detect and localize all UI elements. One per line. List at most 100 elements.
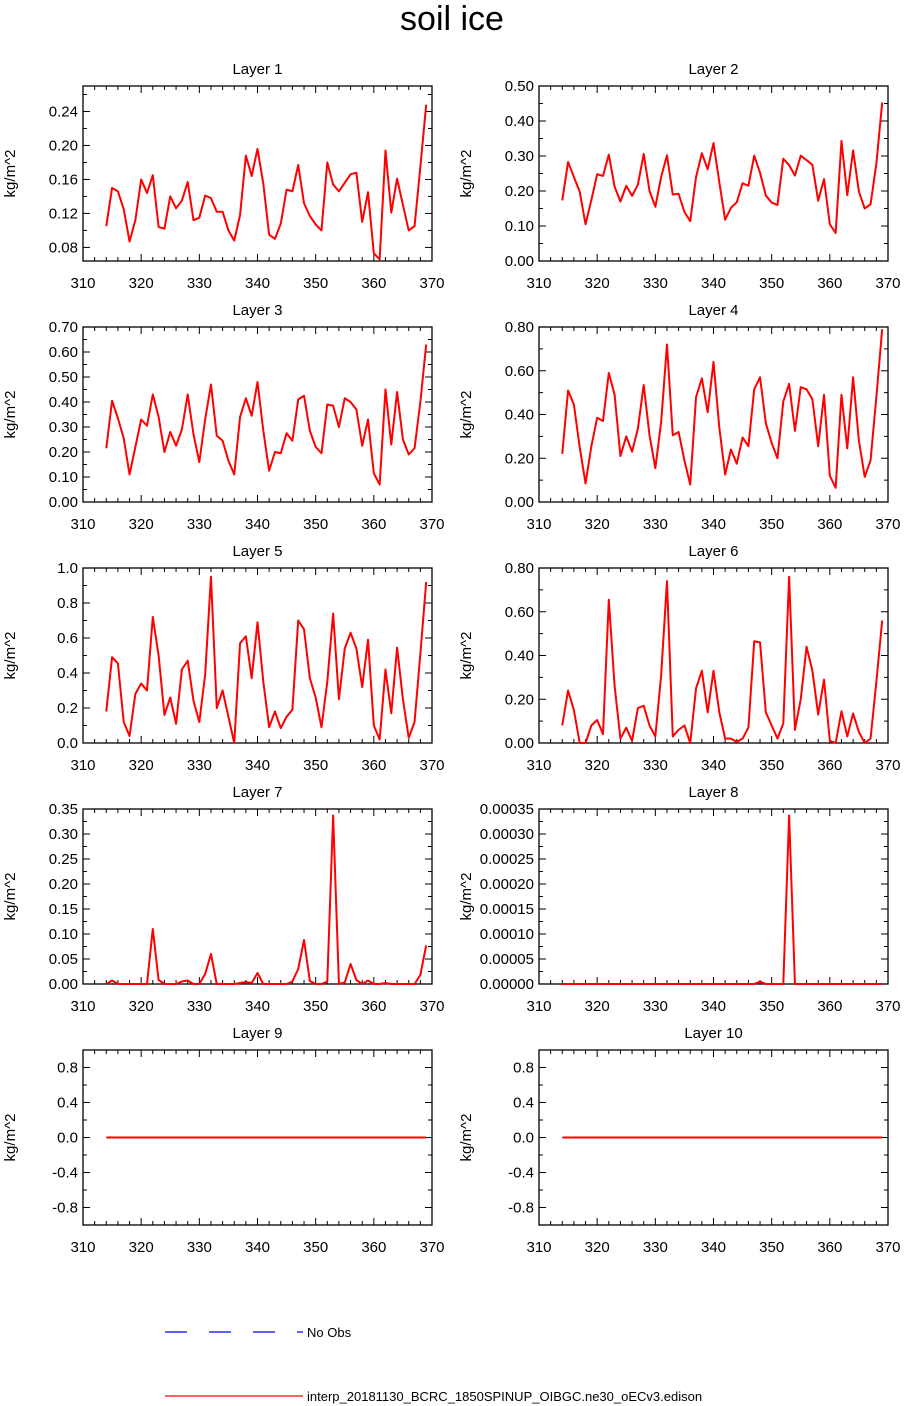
x-tick-label: 330 <box>187 275 212 292</box>
x-tick-label: 350 <box>759 998 784 1015</box>
y-axis-label: kg/m^2 <box>2 873 19 921</box>
plot-frame <box>82 567 433 744</box>
y-tick-label: 0.20 <box>505 450 534 467</box>
y-tick-label: 0.80 <box>505 560 534 577</box>
x-tick-label: 370 <box>875 1239 900 1256</box>
figure-title: soil ice <box>400 0 504 38</box>
x-tick-label: 310 <box>526 275 551 292</box>
panel-layer-1: Layer 1 310 320 330 340 350 360 370 0.08 0.12 0.16… <box>2 61 445 292</box>
y-tick-label: 0.20 <box>49 876 78 893</box>
panel-layer-9: Layer 9 310 320 330 340 350 360 370 -0.8 -0.4 0.0 0… <box>2 1025 445 1256</box>
x-tick-label: 350 <box>303 757 328 774</box>
x-tick-label: 360 <box>361 275 386 292</box>
y-axis-label: kg/m^2 <box>2 150 19 198</box>
x-tick-label: 320 <box>585 998 610 1015</box>
y-tick-label: -0.8 <box>52 1200 78 1217</box>
y-tick-label: 0.2 <box>57 700 78 717</box>
x-tick-label: 320 <box>129 516 154 533</box>
y-tick-label: 1.0 <box>57 560 78 577</box>
plot-frame <box>82 85 433 262</box>
x-tick-label: 340 <box>245 757 270 774</box>
y-tick-label: -0.8 <box>508 1200 534 1217</box>
x-tick-label: 360 <box>817 275 842 292</box>
x-tick-label: 330 <box>187 1239 212 1256</box>
x-tick-label: 350 <box>759 1239 784 1256</box>
panel-title: Layer 3 <box>232 302 282 319</box>
x-tick-label: 340 <box>701 998 726 1015</box>
y-tick-label: 0.00 <box>505 494 534 511</box>
x-tick-label: 350 <box>759 516 784 533</box>
y-tick-label: 0.20 <box>49 444 78 461</box>
x-tick-label: 360 <box>361 998 386 1015</box>
y-tick-label: 0.8 <box>57 1060 78 1077</box>
x-tick-label: 310 <box>70 757 95 774</box>
x-tick-label: 310 <box>526 998 551 1015</box>
y-tick-label: 0.8 <box>513 1060 534 1077</box>
plot-frame <box>82 808 433 985</box>
y-tick-label: 0.4 <box>513 1095 534 1112</box>
y-tick-label: 0.00 <box>49 494 78 511</box>
y-tick-label: 0.00025 <box>480 851 534 868</box>
panel-title: Layer 5 <box>232 543 282 560</box>
y-tick-label: 0.30 <box>49 419 78 436</box>
x-tick-label: 370 <box>875 998 900 1015</box>
y-tick-label: 0.0 <box>57 735 78 752</box>
y-tick-label: 0.10 <box>49 469 78 486</box>
y-tick-label: 0.08 <box>49 239 78 256</box>
y-axis-label: kg/m^2 <box>2 391 19 439</box>
panel-layer-4: Layer 4 310 320 330 340 350 360 370 0.00 0.20 0.40… <box>458 302 901 533</box>
y-tick-label: 0.24 <box>49 103 78 120</box>
x-tick-label: 370 <box>419 275 444 292</box>
panel-title: Layer 7 <box>232 784 282 801</box>
x-tick-label: 330 <box>643 757 668 774</box>
x-tick-label: 310 <box>526 1239 551 1256</box>
x-tick-label: 310 <box>70 275 95 292</box>
x-tick-label: 340 <box>245 516 270 533</box>
y-tick-label: 0.0 <box>57 1130 78 1147</box>
x-tick-label: 330 <box>187 998 212 1015</box>
panel-title: Layer 4 <box>688 302 738 319</box>
x-tick-label: 340 <box>701 516 726 533</box>
y-tick-label: -0.4 <box>508 1165 534 1182</box>
x-tick-label: 310 <box>70 1239 95 1256</box>
y-axis-label: kg/m^2 <box>458 391 475 439</box>
x-tick-label: 370 <box>419 516 444 533</box>
x-tick-label: 330 <box>643 1239 668 1256</box>
x-tick-label: 370 <box>419 1239 444 1256</box>
y-axis-label: kg/m^2 <box>458 150 475 198</box>
y-tick-label: 0.30 <box>505 148 534 165</box>
series-line <box>105 814 428 985</box>
y-tick-label: 0.00 <box>505 735 534 752</box>
y-tick-label: 0.50 <box>49 369 78 386</box>
y-tick-label: 0.40 <box>505 113 534 130</box>
y-tick-label: 0.16 <box>49 171 78 188</box>
x-tick-label: 330 <box>643 516 668 533</box>
x-tick-label: 350 <box>759 275 784 292</box>
x-tick-label: 370 <box>875 275 900 292</box>
series-line <box>561 575 884 744</box>
x-tick-label: 360 <box>361 757 386 774</box>
y-tick-label: 0.00 <box>49 976 78 993</box>
x-tick-label: 340 <box>245 275 270 292</box>
y-tick-label: 0.60 <box>505 604 534 621</box>
y-tick-label: 0.4 <box>57 1095 78 1112</box>
series-line <box>562 814 883 985</box>
x-tick-label: 350 <box>303 275 328 292</box>
y-axis-label: kg/m^2 <box>458 1114 475 1162</box>
y-tick-label: 0.70 <box>49 319 78 336</box>
y-tick-label: 0.8 <box>57 595 78 612</box>
legend: No Obs interp_20181130_BCRC_1850SPINUP_O… <box>165 1325 702 1404</box>
x-tick-label: 360 <box>817 516 842 533</box>
y-tick-label: 0.12 <box>49 205 78 222</box>
plot-frame <box>538 85 889 262</box>
y-tick-label: 0.0 <box>513 1130 534 1147</box>
x-tick-label: 370 <box>419 998 444 1015</box>
plot-frame <box>538 808 889 985</box>
y-tick-label: 0.20 <box>505 183 534 200</box>
x-tick-label: 320 <box>585 757 610 774</box>
panel-title: Layer 2 <box>688 61 738 78</box>
x-tick-label: 350 <box>759 757 784 774</box>
x-tick-label: 310 <box>526 516 551 533</box>
x-tick-label: 370 <box>419 757 444 774</box>
